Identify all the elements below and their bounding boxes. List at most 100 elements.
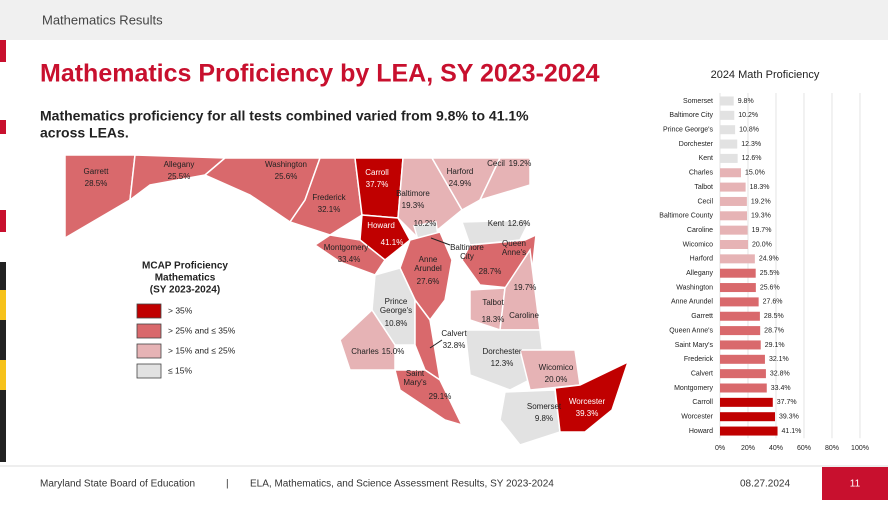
bar xyxy=(720,182,746,192)
y-tick-label: Howard xyxy=(689,428,713,435)
county-value: 29.1% xyxy=(429,392,452,401)
bar xyxy=(720,225,748,235)
legend-label: ≤ 15% xyxy=(168,365,192,375)
edge-stripe xyxy=(0,40,6,62)
value-label: 19.3% xyxy=(751,213,771,220)
county-value: 28.5% xyxy=(85,179,108,188)
county-value: 37.7% xyxy=(366,180,389,189)
callout-line xyxy=(430,237,451,246)
footer-org: Maryland State Board of Education xyxy=(40,479,195,490)
edge-stripe xyxy=(0,210,6,232)
name-line: Baltimore xyxy=(450,243,484,252)
county-value: 28.7% xyxy=(479,267,502,276)
name-line: Queen xyxy=(502,239,526,248)
y-tick-label: Allegany xyxy=(686,270,713,277)
value-label: 32.1% xyxy=(769,356,789,363)
value-label: 33.4% xyxy=(771,385,791,392)
page-number: 11 xyxy=(850,479,861,490)
county-value: 18.3% xyxy=(482,315,505,324)
y-tick-label: Carroll xyxy=(692,399,713,406)
county-name: Saint Mary's xyxy=(403,369,426,387)
county-value: 15.0% xyxy=(382,347,405,356)
value-label: 15.0% xyxy=(745,170,765,177)
y-tick-label: Washington xyxy=(676,284,713,291)
bar xyxy=(720,369,766,379)
county-value: 32.8% xyxy=(443,341,466,350)
county xyxy=(478,157,531,202)
county-name: Caroline xyxy=(509,311,539,320)
map: Garrett 28.5% Allegany 25.5% Washington 25.6%… xyxy=(64,154,630,446)
county xyxy=(339,308,396,371)
county-name: Cecil xyxy=(487,159,505,168)
value-label: 41.1% xyxy=(782,428,802,435)
edge-stripe xyxy=(0,120,6,134)
county-name: Queen Anne's xyxy=(502,239,526,257)
bar xyxy=(720,254,755,264)
county-value: 10.8% xyxy=(385,319,408,328)
footer-date: 08.27.2024 xyxy=(740,479,790,490)
value-label: 10.8% xyxy=(739,127,759,134)
subtitle: Mathematics proficiency for all tests co… xyxy=(40,108,529,124)
name-line: George's xyxy=(380,306,412,315)
bar xyxy=(720,96,734,106)
bar-chart: 2024 Math Proficiency 0% 20% 40% 60% 80% 100% S… xyxy=(659,69,869,452)
bar xyxy=(720,268,756,278)
name-line: Saint xyxy=(406,369,425,378)
value-label: 24.9% xyxy=(759,256,779,263)
bar xyxy=(720,354,765,364)
value-label: 9.8% xyxy=(738,98,754,105)
county-value: 19.2% xyxy=(509,159,532,168)
y-tick-label: Talbot xyxy=(694,184,713,191)
name-line: Prince xyxy=(385,297,408,306)
bar xyxy=(720,340,761,350)
value-label: 27.6% xyxy=(763,299,783,306)
county-value: 25.6% xyxy=(275,172,298,181)
bar xyxy=(720,211,748,221)
value-label: 32.8% xyxy=(770,370,790,377)
y-tick-label: Dorchester xyxy=(679,141,714,148)
name-line: City xyxy=(460,252,474,261)
name-line: Arundel xyxy=(414,264,442,273)
county-value: 39.3% xyxy=(576,409,599,418)
county-name: Prince George's xyxy=(380,297,412,315)
bar xyxy=(720,153,738,163)
county-name: Talbot xyxy=(482,298,504,307)
county-name: Baltimore xyxy=(396,189,430,198)
county-value: 12.3% xyxy=(491,359,514,368)
county-value: 9.8% xyxy=(535,414,553,423)
y-tick-label: Prince George's xyxy=(663,127,713,134)
county-value: 10.2% xyxy=(414,219,437,228)
y-tick-label: Cecil xyxy=(697,198,713,205)
bar xyxy=(720,326,761,336)
bar xyxy=(720,196,747,206)
county-name: Charles xyxy=(351,347,379,356)
subtitle: across LEAs. xyxy=(40,125,129,141)
county-value: 12.6% xyxy=(508,219,531,228)
bar xyxy=(720,383,767,393)
county-name: Calvert xyxy=(441,329,467,338)
y-tick-label: Anne Arundel xyxy=(671,299,713,306)
bar xyxy=(720,168,741,178)
legend-title: MCAP Proficiency xyxy=(142,261,228,272)
callout-line xyxy=(429,339,443,349)
edge-stripe xyxy=(0,360,6,390)
value-label: 10.2% xyxy=(738,112,758,119)
page-box xyxy=(822,467,888,500)
x-tick-label: 80% xyxy=(825,445,839,452)
value-label: 37.7% xyxy=(777,399,797,406)
county xyxy=(499,389,561,446)
county-name: Howard xyxy=(367,221,395,230)
legend-title: (SY 2023-2024) xyxy=(150,285,220,296)
y-tick-label: Garrett xyxy=(691,313,713,320)
legend-label: > 25% and ≤ 35% xyxy=(168,325,236,335)
county-name: Baltimore City xyxy=(450,243,484,261)
edge-stripe xyxy=(0,290,6,320)
county-value: 20.0% xyxy=(545,375,568,384)
county-name: Wicomico xyxy=(539,363,574,372)
county xyxy=(359,214,411,261)
county-name: Worcester xyxy=(569,397,606,406)
value-label: 12.6% xyxy=(742,155,762,162)
y-tick-label: Baltimore County xyxy=(659,213,713,220)
value-label: 28.7% xyxy=(764,327,784,334)
